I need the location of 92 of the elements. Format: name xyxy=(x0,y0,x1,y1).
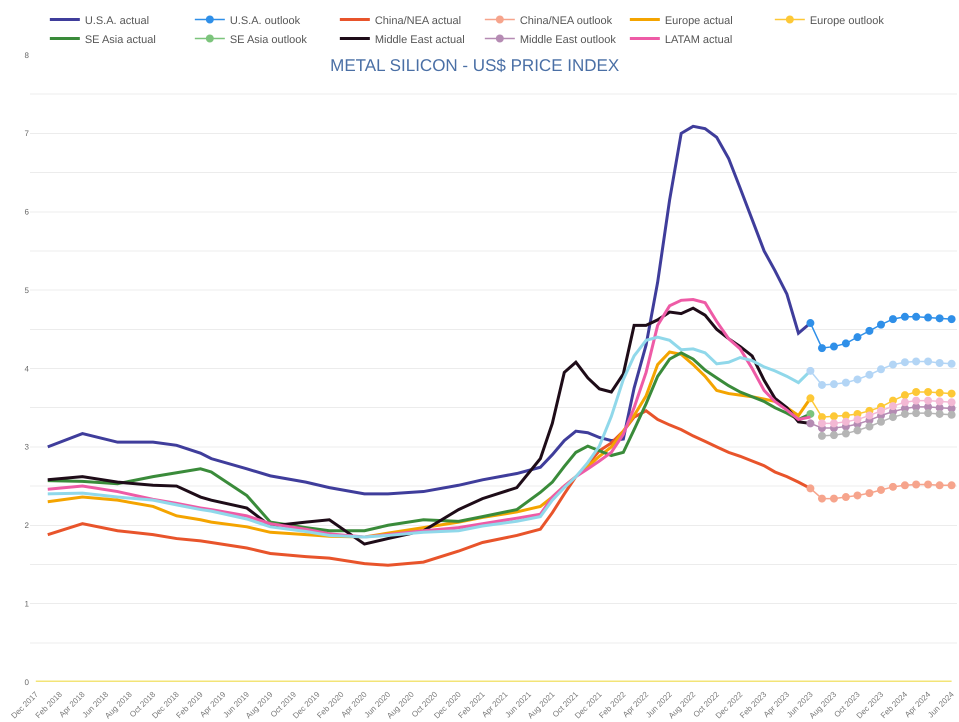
point xyxy=(830,412,838,420)
point xyxy=(877,320,885,329)
point xyxy=(865,326,874,335)
legend-label: SE Asia outlook xyxy=(230,34,308,46)
point xyxy=(806,394,814,402)
point xyxy=(948,481,956,490)
point xyxy=(830,431,838,440)
point xyxy=(900,391,909,400)
point xyxy=(865,422,874,430)
point xyxy=(912,357,920,366)
point xyxy=(842,430,850,438)
legend-label: LATAM actual xyxy=(664,34,732,46)
point xyxy=(818,432,826,440)
chart-title: METAL SILICON - US$ PRICE INDEX xyxy=(330,56,620,75)
legend-label: Middle East outlook xyxy=(520,34,616,46)
point xyxy=(912,312,920,321)
point xyxy=(924,396,932,405)
point xyxy=(842,378,850,387)
legend-label: U.S.A. outlook xyxy=(230,14,301,27)
point xyxy=(865,370,874,379)
point xyxy=(888,315,897,324)
point xyxy=(900,312,909,321)
y-tick-label: 7 xyxy=(24,129,30,138)
legend-label: Europe outlook xyxy=(810,14,884,27)
point xyxy=(924,409,932,418)
point xyxy=(877,406,885,415)
y-tick-label: 8 xyxy=(24,50,30,60)
point xyxy=(877,365,885,374)
y-tick-label: 2 xyxy=(24,521,30,530)
point xyxy=(936,388,944,397)
point xyxy=(818,494,826,503)
point xyxy=(924,388,932,396)
point xyxy=(900,410,909,418)
point xyxy=(888,360,897,369)
point xyxy=(948,398,956,406)
point xyxy=(948,410,956,419)
point xyxy=(877,418,885,426)
point xyxy=(853,333,862,342)
point xyxy=(936,410,944,418)
point xyxy=(936,314,944,322)
point xyxy=(936,359,944,368)
point xyxy=(900,358,909,366)
point xyxy=(806,484,814,492)
point xyxy=(842,493,850,502)
point xyxy=(853,491,862,500)
point xyxy=(818,419,826,428)
y-tick-label: 6 xyxy=(24,208,30,217)
legend-label: China/NEA actual xyxy=(374,14,462,27)
point xyxy=(830,342,838,351)
point xyxy=(912,396,920,405)
point xyxy=(936,481,944,490)
point xyxy=(912,409,920,418)
point xyxy=(924,480,932,488)
legend-label: Middle East actual xyxy=(374,34,465,46)
point xyxy=(888,402,897,410)
legend-label: U.S.A. actual xyxy=(84,14,150,27)
legend-label: SE Asia actual xyxy=(84,34,156,46)
point xyxy=(806,366,814,375)
point xyxy=(888,413,897,422)
point xyxy=(830,380,838,388)
y-tick-label: 3 xyxy=(24,442,30,452)
point xyxy=(912,388,920,396)
point xyxy=(865,412,874,420)
point xyxy=(853,415,862,424)
point xyxy=(888,482,897,491)
point xyxy=(924,357,932,366)
point xyxy=(877,486,885,494)
point xyxy=(842,339,850,348)
point xyxy=(900,398,909,406)
y-tick-label: 4 xyxy=(24,364,30,374)
legend-label: Europe actual xyxy=(664,14,733,27)
legend-label: China/NEA outlook xyxy=(520,14,613,27)
y-tick-label: 0 xyxy=(24,678,30,687)
y-tick-label: 1 xyxy=(24,599,30,608)
point xyxy=(806,319,814,328)
point xyxy=(818,380,826,389)
point xyxy=(806,419,814,428)
point xyxy=(900,481,909,490)
point xyxy=(853,375,862,384)
point xyxy=(818,344,826,352)
point xyxy=(936,397,944,406)
point xyxy=(830,419,838,428)
point xyxy=(948,360,956,368)
point xyxy=(924,314,932,322)
point xyxy=(948,390,956,398)
point xyxy=(948,315,956,324)
point xyxy=(912,480,920,488)
point xyxy=(853,426,862,434)
point xyxy=(842,418,850,426)
y-tick-label: 5 xyxy=(24,286,30,295)
point xyxy=(865,489,874,498)
point xyxy=(830,494,838,503)
